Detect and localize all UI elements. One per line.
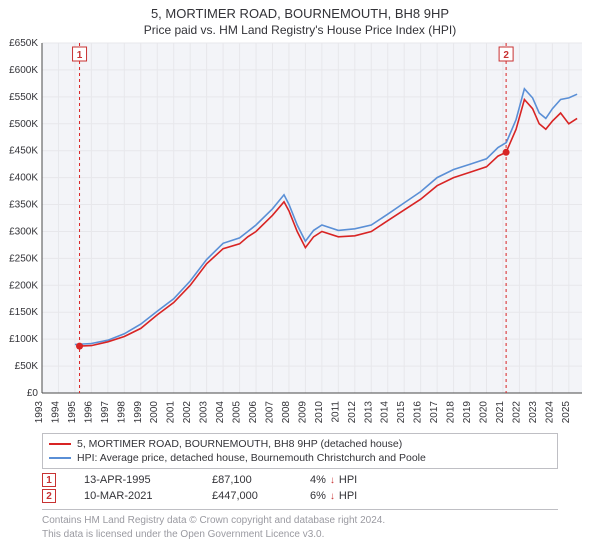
svg-text:2: 2 (503, 50, 509, 61)
svg-text:2016: 2016 (413, 401, 424, 424)
svg-text:£550K: £550K (9, 92, 38, 103)
chart-legend: 5, MORTIMER ROAD, BOURNEMOUTH, BH8 9HP (… (42, 433, 558, 469)
legend-item: 5, MORTIMER ROAD, BOURNEMOUTH, BH8 9HP (… (49, 437, 551, 451)
svg-text:2014: 2014 (380, 401, 391, 424)
footer-line: This data is licensed under the Open Gov… (42, 528, 558, 542)
legend-swatch (49, 443, 71, 445)
marker-badge-2: 2 (42, 489, 56, 503)
svg-text:£50K: £50K (15, 361, 39, 372)
legend-swatch (49, 457, 71, 459)
svg-text:2022: 2022 (511, 401, 522, 424)
price-amount: £447,000 (212, 490, 282, 502)
price-point-row: 2 10-MAR-2021 £447,000 6% ↓ HPI (42, 489, 558, 503)
svg-text:2025: 2025 (561, 401, 572, 424)
price-chart: £0 £50K £100K £150K £200K £250K £300K £350K £400… (0, 39, 600, 431)
price-delta: 6% ↓ HPI (310, 490, 357, 502)
svg-text:1998: 1998 (116, 401, 127, 424)
svg-text:2008: 2008 (281, 401, 292, 424)
legend-label: HPI: Average price, detached house, Bour… (77, 452, 426, 464)
svg-text:2007: 2007 (264, 401, 275, 424)
down-arrow-icon: ↓ (330, 475, 335, 486)
svg-text:2000: 2000 (149, 401, 160, 424)
svg-text:2001: 2001 (166, 401, 177, 424)
price-point-row: 1 13-APR-1995 £87,100 4% ↓ HPI (42, 473, 558, 487)
pct-value: 6% (310, 490, 326, 502)
attribution-footer: Contains HM Land Registry data © Crown c… (42, 509, 558, 541)
svg-text:2006: 2006 (248, 401, 259, 424)
svg-text:2012: 2012 (347, 401, 358, 424)
svg-text:£400K: £400K (9, 173, 38, 184)
svg-text:£600K: £600K (9, 65, 38, 76)
svg-text:2011: 2011 (330, 401, 341, 423)
svg-text:£300K: £300K (9, 226, 38, 237)
price-amount: £87,100 (212, 474, 282, 486)
pct-suffix: HPI (339, 474, 357, 486)
svg-text:2019: 2019 (462, 401, 473, 424)
svg-text:2015: 2015 (396, 401, 407, 424)
svg-text:1996: 1996 (83, 401, 94, 424)
svg-text:2013: 2013 (363, 401, 374, 424)
pct-suffix: HPI (339, 490, 357, 502)
price-date: 10-MAR-2021 (84, 490, 184, 502)
svg-text:1994: 1994 (50, 401, 61, 424)
svg-text:1995: 1995 (67, 401, 78, 424)
svg-text:1999: 1999 (133, 401, 144, 424)
footer-line: Contains HM Land Registry data © Crown c… (42, 514, 558, 528)
svg-text:2009: 2009 (297, 401, 308, 424)
svg-text:£450K: £450K (9, 146, 38, 157)
svg-text:£0: £0 (27, 388, 39, 399)
svg-text:£650K: £650K (9, 39, 38, 49)
price-date: 13-APR-1995 (84, 474, 184, 486)
svg-text:2004: 2004 (215, 401, 226, 424)
page-subtitle: Price paid vs. HM Land Registry's House … (10, 23, 590, 37)
svg-text:2002: 2002 (182, 401, 193, 424)
svg-text:2017: 2017 (429, 401, 440, 424)
svg-text:2018: 2018 (446, 401, 457, 424)
svg-text:£200K: £200K (9, 280, 38, 291)
svg-text:2023: 2023 (528, 401, 539, 424)
svg-text:2010: 2010 (314, 401, 325, 424)
legend-label: 5, MORTIMER ROAD, BOURNEMOUTH, BH8 9HP (… (77, 438, 402, 450)
svg-text:£150K: £150K (9, 307, 38, 318)
svg-text:2021: 2021 (495, 401, 506, 424)
svg-text:£100K: £100K (9, 334, 38, 345)
pct-value: 4% (310, 474, 326, 486)
down-arrow-icon: ↓ (330, 491, 335, 502)
svg-text:£500K: £500K (9, 119, 38, 130)
svg-text:£250K: £250K (9, 253, 38, 264)
page-title: 5, MORTIMER ROAD, BOURNEMOUTH, BH8 9HP (10, 6, 590, 21)
legend-item: HPI: Average price, detached house, Bour… (49, 451, 551, 465)
svg-text:1993: 1993 (34, 401, 45, 424)
price-delta: 4% ↓ HPI (310, 474, 357, 486)
marker-badge-1: 1 (42, 473, 56, 487)
svg-text:2005: 2005 (232, 401, 243, 424)
svg-text:1997: 1997 (100, 401, 111, 424)
svg-text:1: 1 (77, 50, 83, 61)
svg-text:2024: 2024 (544, 401, 555, 424)
svg-text:£350K: £350K (9, 200, 38, 211)
svg-text:2020: 2020 (479, 401, 490, 424)
svg-text:2003: 2003 (199, 401, 210, 424)
